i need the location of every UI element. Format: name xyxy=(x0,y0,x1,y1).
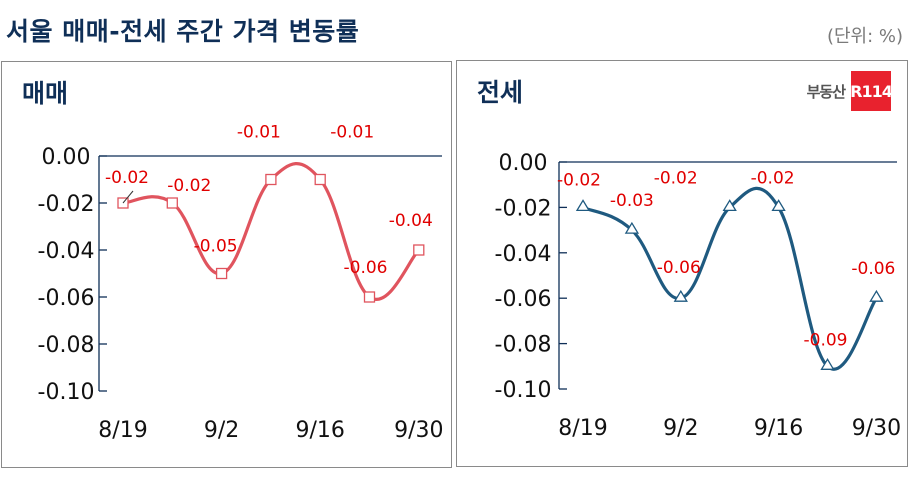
data-label: -0.04 xyxy=(389,211,433,231)
y-tick-label: 0.00 xyxy=(42,145,91,170)
square-marker-icon xyxy=(265,173,277,186)
y-tick-label: -0.08 xyxy=(495,333,552,358)
square-marker-icon xyxy=(413,244,425,256)
x-tick-label: 9/30 xyxy=(852,416,901,441)
y-tick-label: -0.04 xyxy=(38,239,95,264)
y-tick-label: -0.06 xyxy=(495,287,552,312)
triangle-marker-icon xyxy=(575,199,591,212)
unit-label: (단위: %) xyxy=(826,26,903,47)
sale-chart-panel: 매매 0.00 -0.02 -0.04 -0.06 -0.08 -0.10 8/19 9/2 9… xyxy=(1,61,452,468)
square-marker-icon xyxy=(363,291,376,303)
data-label: -0.06 xyxy=(344,258,388,278)
y-tick-label: -0.10 xyxy=(38,380,95,405)
data-label: -0.02 xyxy=(167,176,211,196)
triangle-marker-icon xyxy=(722,199,737,212)
data-label: -0.02 xyxy=(654,168,698,188)
r114-badge-icon: R114 xyxy=(850,71,893,111)
square-marker-icon xyxy=(215,267,228,280)
jeonse-chart-panel: 전세 부동산 R114 0.00 -0.02 -0.04 -0.06 -0.08 -0.1… xyxy=(456,60,908,467)
y-tick-label: -0.02 xyxy=(38,192,95,217)
data-label: -0.02 xyxy=(105,168,149,188)
sale-chart-title: 매매 xyxy=(22,79,69,108)
triangle-marker-icon xyxy=(771,199,786,212)
triangle-marker-icon xyxy=(624,221,640,234)
data-label: -0.02 xyxy=(557,170,601,190)
jeonse-line-chart: 0.00 -0.02 -0.04 -0.06 -0.08 -0.108/19 9/2 9/16… xyxy=(495,151,902,441)
r114-logo: 부동산 R114 xyxy=(806,71,893,111)
x-tick-label: 9/16 xyxy=(295,418,344,443)
jeonse-chart-title: 전세 xyxy=(477,78,524,107)
y-tick-label: -0.08 xyxy=(38,333,95,358)
y-tick-label: -0.04 xyxy=(495,242,552,267)
y-tick-label: -0.02 xyxy=(495,196,552,221)
data-label: -0.01 xyxy=(237,123,281,143)
square-marker-icon xyxy=(314,173,326,186)
x-tick-label: 9/30 xyxy=(394,418,443,443)
data-label: -0.01 xyxy=(330,123,374,143)
data-label: -0.02 xyxy=(751,168,795,188)
triangle-marker-icon xyxy=(673,289,688,302)
y-tick-label: -0.06 xyxy=(38,286,95,311)
y-tick-label: -0.10 xyxy=(495,378,552,403)
square-marker-icon xyxy=(166,197,178,209)
y-tick-label: 0.00 xyxy=(499,151,548,176)
label-leader-line xyxy=(122,190,134,204)
triangle-marker-icon xyxy=(820,358,835,370)
x-tick-label: 9/2 xyxy=(663,416,698,441)
x-tick-label: 9/16 xyxy=(754,416,803,441)
logo-text: 부동산 xyxy=(806,82,846,101)
sale-line-chart: 0.00 -0.02 -0.04 -0.06 -0.08 -0.108/19 9/2 9/16… xyxy=(38,123,444,444)
data-label: -0.06 xyxy=(851,259,895,279)
x-tick-label: 8/19 xyxy=(98,418,147,443)
data-label: -0.03 xyxy=(610,191,654,211)
data-label: -0.09 xyxy=(804,330,848,350)
page-title: 서울 매매-전세 주간 가격 변동률 xyxy=(6,17,360,46)
data-label: -0.06 xyxy=(657,258,701,278)
x-tick-label: 8/19 xyxy=(558,416,607,441)
data-label: -0.05 xyxy=(194,237,238,257)
x-tick-label: 9/2 xyxy=(204,418,239,443)
triangle-marker-icon xyxy=(869,289,884,302)
